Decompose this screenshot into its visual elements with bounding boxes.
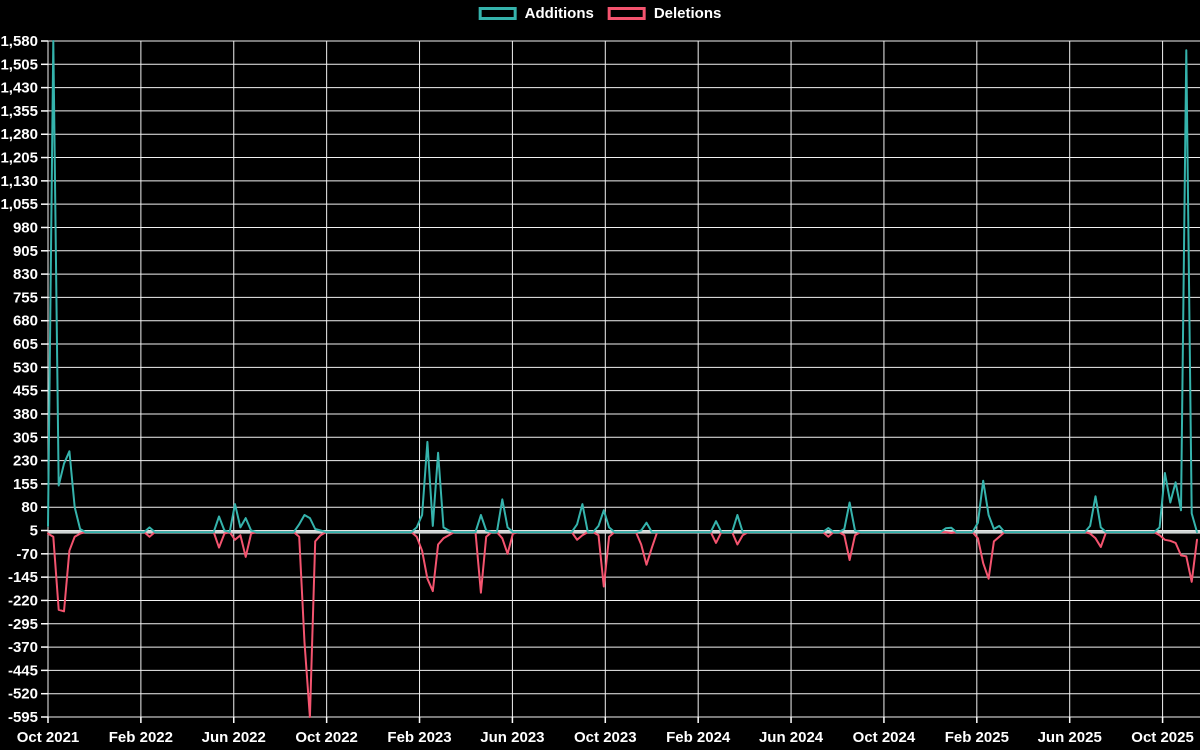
x-tick-label: Feb 2024 bbox=[666, 729, 731, 746]
x-tick-labels: Oct 2021 Feb 2022 Jun 2022 Oct 2022 Feb 2023… bbox=[17, 729, 1194, 746]
y-tick-label: 305 bbox=[13, 429, 38, 446]
x-tick-label: Oct 2023 bbox=[574, 729, 637, 746]
x-tick-label: Oct 2025 bbox=[1131, 729, 1194, 746]
y-tick-label: -595 bbox=[8, 709, 38, 726]
y-tick-label: 230 bbox=[13, 453, 38, 470]
y-tick-label: 5 bbox=[30, 523, 38, 540]
y-tick-label: 830 bbox=[13, 266, 38, 283]
y-tick-label: 1,355 bbox=[0, 103, 38, 120]
y-tick-label: 1,130 bbox=[0, 173, 38, 190]
x-tick-label: Jun 2023 bbox=[480, 729, 544, 746]
x-gridlines bbox=[47, 41, 1164, 723]
additions-swatch-icon bbox=[478, 7, 517, 20]
deletions-swatch-icon bbox=[607, 7, 646, 20]
x-tick-label: Oct 2021 bbox=[17, 729, 80, 746]
y-tick-label: 1,205 bbox=[0, 150, 38, 167]
y-tick-label: 530 bbox=[13, 359, 38, 376]
y-tick-label: 1,280 bbox=[0, 126, 38, 143]
y-tick-label: 1,505 bbox=[0, 56, 38, 73]
legend-label-additions: Additions bbox=[524, 5, 594, 22]
legend-item-deletions[interactable]: Deletions bbox=[607, 5, 722, 22]
y-tick-label: 1,580 bbox=[0, 33, 38, 50]
x-tick-label: Feb 2022 bbox=[109, 729, 173, 746]
additions-line[interactable] bbox=[47, 40, 1198, 534]
y-tick-label: -445 bbox=[8, 662, 38, 679]
y-tick-label: -370 bbox=[8, 639, 38, 656]
y-tick-label: 905 bbox=[13, 243, 38, 260]
x-tick-label: Feb 2025 bbox=[945, 729, 1009, 746]
legend-label-deletions: Deletions bbox=[653, 5, 722, 22]
y-tick-label: 605 bbox=[13, 336, 38, 353]
x-tick-label: Jun 2025 bbox=[1038, 729, 1102, 746]
y-tick-label: 1,430 bbox=[0, 80, 38, 97]
y-tick-label: -520 bbox=[8, 686, 38, 703]
y-gridlines bbox=[41, 40, 1200, 718]
y-tick-label: 755 bbox=[13, 289, 38, 306]
deletions-line[interactable] bbox=[47, 531, 1198, 718]
y-tick-label: -295 bbox=[8, 616, 38, 633]
y-tick-label: 980 bbox=[13, 219, 38, 236]
chart-legend: Additions Deletions bbox=[478, 5, 722, 22]
y-tick-label: 680 bbox=[13, 313, 38, 330]
y-tick-label: -70 bbox=[16, 546, 38, 563]
y-tick-label: 380 bbox=[13, 406, 38, 423]
y-tick-label: 455 bbox=[13, 383, 38, 400]
y-tick-labels: 1,580 1,505 1,430 1,355 1,280 1,205 1,130 1,055… bbox=[0, 33, 38, 726]
x-tick-label: Oct 2022 bbox=[295, 729, 358, 746]
x-tick-label: Feb 2023 bbox=[387, 729, 451, 746]
legend-item-additions[interactable]: Additions bbox=[478, 5, 594, 22]
x-tick-label: Oct 2024 bbox=[853, 729, 916, 746]
y-tick-label: -220 bbox=[8, 592, 38, 609]
x-tick-label: Jun 2022 bbox=[202, 729, 266, 746]
y-tick-label: 1,055 bbox=[0, 196, 38, 213]
y-tick-label: 80 bbox=[21, 499, 38, 516]
x-tick-label: Jun 2024 bbox=[759, 729, 824, 746]
y-tick-label: -145 bbox=[8, 569, 38, 586]
y-tick-label: 155 bbox=[13, 476, 38, 493]
